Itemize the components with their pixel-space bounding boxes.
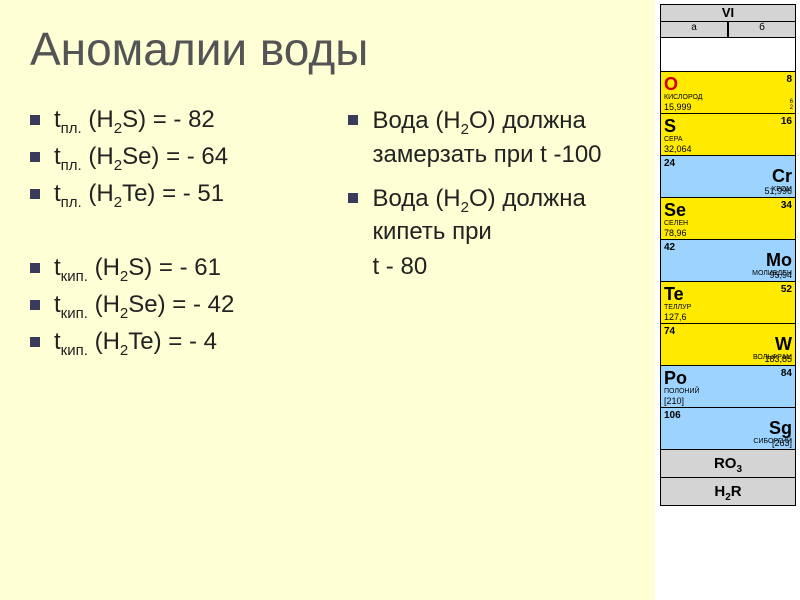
element-cell: Se 34 СЕЛЕН78,96	[660, 198, 796, 240]
element-symbol: Sg	[769, 418, 792, 439]
left-column: tпл. (H2S) = - 82 tпл. (H2Se) = - 64 tпл. …	[30, 106, 328, 365]
water-anomaly-list: Вода (Н2О) должна замерзать при t -100 Во…	[348, 106, 637, 319]
list-item: tпл. (H2S) = - 82	[30, 106, 328, 137]
hydride-formula: H2R	[660, 478, 796, 506]
element-name: СЕРА	[664, 136, 683, 143]
element-symbol: Cr	[772, 166, 792, 187]
bullet-icon	[30, 300, 40, 310]
element-cell: Po 84 ПОЛОНИЙ[210]	[660, 366, 796, 408]
element-cell: Sg106СИБОРГИЙ[263]	[660, 408, 796, 450]
blank-cell	[660, 38, 796, 72]
slide: Аномалии воды tпл. (H2S) = - 82tпл. (H2S…	[0, 0, 655, 600]
atomic-number: 106	[664, 410, 681, 421]
melting-boiling-list: tпл. (H2S) = - 82 tпл. (H2Se) = - 64 tпл. …	[30, 106, 328, 359]
group-header-row: VI	[660, 4, 796, 22]
element-symbol: Se	[664, 200, 686, 221]
periodic-table-strip: VI а б O8КИСЛОРОД15,99962S16СЕРА32,064Cr…	[660, 4, 796, 506]
list-item: Вода (Н2О) должна кипеть при	[348, 184, 637, 248]
bullet-icon	[348, 193, 358, 203]
element-cell: W74ВОЛЬФРАМ183,85	[660, 324, 796, 366]
atomic-mass: 95,94	[769, 270, 792, 280]
group-number: VI	[660, 4, 796, 22]
element-symbol: O	[664, 74, 678, 95]
atomic-number: 8	[786, 74, 792, 85]
atomic-mass: 78,96	[664, 228, 687, 238]
atomic-number: 42	[664, 242, 675, 253]
element-cell: S 16 СЕРА32,064	[660, 114, 796, 156]
atomic-mass: [263]	[772, 438, 792, 448]
subgroup-header-row: а б	[660, 22, 796, 38]
element-symbol: Te	[664, 284, 684, 305]
element-name: ПОЛОНИЙ	[664, 388, 700, 395]
atomic-mass: 183,85	[764, 354, 792, 364]
element-symbol: W	[775, 334, 792, 355]
bullet-icon	[30, 115, 40, 125]
atomic-number: 16	[781, 116, 792, 127]
list-item: tпл. (H2Se) = - 64	[30, 143, 328, 174]
atomic-number: 84	[781, 368, 792, 379]
atomic-mass: 127,6	[664, 312, 687, 322]
right-column: Вода (Н2О) должна замерзать при t -100 Во…	[348, 106, 637, 365]
bullet-icon	[30, 152, 40, 162]
element-name: СЕЛЕН	[664, 220, 688, 227]
content-columns: tпл. (H2S) = - 82 tпл. (H2Se) = - 64 tпл. …	[30, 106, 637, 365]
atomic-number: 34	[781, 200, 792, 211]
list-item: tкип. (H2S) = - 61	[30, 254, 328, 285]
list-item: Вода (Н2О) должна замерзать при t -100	[348, 106, 637, 170]
subgroup-b: б	[728, 22, 796, 38]
list-item: tкип. (H2Te) = - 4	[30, 328, 328, 359]
bullet-icon	[30, 189, 40, 199]
atomic-mass: 51,996	[764, 186, 792, 196]
element-cell: Cr24ХРОМ51,996	[660, 156, 796, 198]
bullet-icon	[348, 115, 358, 125]
atomic-number: 52	[781, 284, 792, 295]
slide-title: Аномалии воды	[30, 22, 637, 76]
atomic-mass: [210]	[664, 396, 684, 406]
atomic-mass: 15,999	[664, 102, 692, 112]
element-name: ТЕЛЛУР	[664, 304, 691, 311]
element-name: КИСЛОРОД	[664, 94, 703, 101]
atomic-number: 74	[664, 326, 675, 337]
atomic-number: 24	[664, 158, 675, 169]
list-item: tпл. (H2Te) = - 51	[30, 180, 328, 211]
element-cell: Te 52 ТЕЛЛУР127,6	[660, 282, 796, 324]
element-symbol: Po	[664, 368, 687, 389]
element-symbol: S	[664, 116, 676, 137]
bullet-icon	[30, 337, 40, 347]
list-item: tкип. (H2Se) = - 42	[30, 291, 328, 322]
oxide-formula: RO3	[660, 450, 796, 478]
bullet-icon	[30, 263, 40, 273]
atomic-mass: 32,064	[664, 144, 692, 154]
element-cells: O8КИСЛОРОД15,99962S16СЕРА32,064Cr24ХРОМ5…	[660, 72, 796, 450]
element-symbol: Mo	[766, 250, 792, 271]
element-cell: Mo42МОЛИБДЕН95,94	[660, 240, 796, 282]
element-cell: O8КИСЛОРОД15,99962	[660, 72, 796, 114]
subgroup-a: а	[660, 22, 728, 38]
